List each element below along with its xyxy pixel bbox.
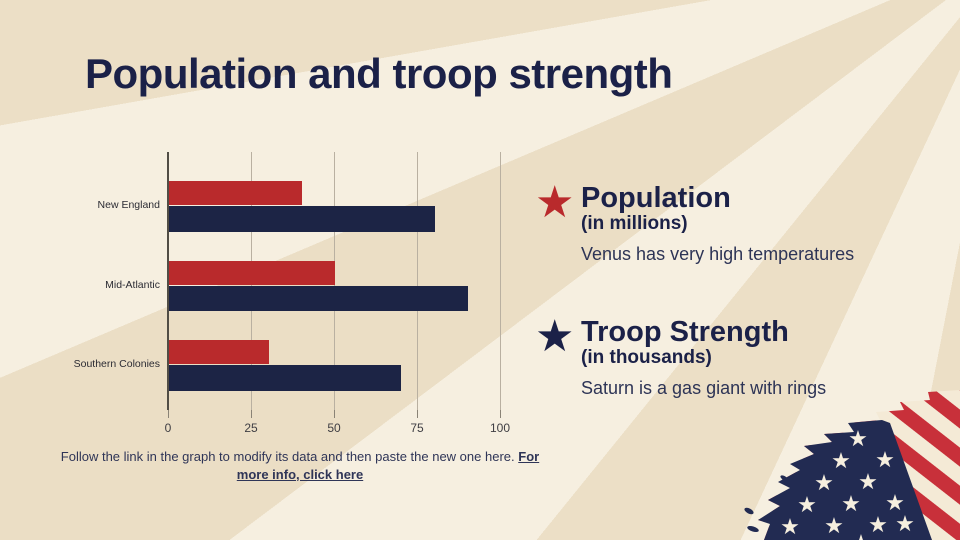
- footer-link[interactable]: For more info, click here: [236, 449, 540, 482]
- legend-unit: (in thousands): [581, 347, 712, 368]
- svg-text:★: ★: [858, 470, 878, 495]
- category-label: New England: [97, 199, 160, 212]
- svg-text:★: ★: [841, 492, 861, 517]
- flag-canton: [758, 420, 932, 540]
- legend-title: Population: [581, 182, 731, 214]
- star-icon: [535, 183, 581, 223]
- axis-tick: [334, 410, 335, 418]
- axis-tick: [417, 410, 418, 418]
- svg-text:★: ★: [824, 514, 844, 539]
- bar-population: [169, 260, 335, 285]
- legend-description: Venus has very high temperatures: [581, 244, 855, 264]
- svg-text:★: ★: [797, 493, 817, 518]
- legend-title: Troop Strength: [581, 316, 789, 348]
- flag-stars: ★ ★ ★ ★ ★ ★ ★ ★ ★ ★ ★ ★ ★: [780, 427, 915, 540]
- svg-text:★: ★: [848, 427, 868, 452]
- legend-unit: (in millions): [581, 213, 688, 234]
- legend-item-troop-strength: Troop Strength (in thousands) Saturn is …: [535, 317, 826, 398]
- axis-tick: [168, 410, 169, 418]
- bar-population: [169, 340, 269, 365]
- y-axis-line: [167, 152, 169, 410]
- axis-tick: [500, 410, 501, 418]
- svg-text:★: ★: [831, 449, 851, 474]
- footer-note: Follow the link in the graph to modify i…: [55, 448, 545, 483]
- axis-tick-label: 0: [164, 421, 172, 435]
- svg-text:★: ★: [780, 515, 800, 540]
- svg-text:★: ★: [875, 448, 895, 473]
- bar-troop-strength: [169, 365, 402, 391]
- us-flag-graphic: ★ ★ ★ ★ ★ ★ ★ ★ ★ ★ ★ ★ ★: [744, 390, 960, 540]
- page-title: Population and troop strength: [85, 50, 673, 97]
- star-icon: [535, 317, 581, 357]
- axis-tick-label: 50: [327, 421, 341, 435]
- bar-troop-strength: [169, 206, 435, 232]
- gridline: [417, 152, 418, 410]
- category-label: Mid-Atlantic: [105, 278, 160, 291]
- category-label: Southern Colonies: [73, 358, 160, 371]
- svg-text:★: ★: [868, 513, 888, 538]
- svg-text:★: ★: [851, 531, 871, 540]
- bar-population: [169, 181, 302, 206]
- svg-text:★: ★: [885, 491, 905, 516]
- bar-troop-strength: [169, 285, 468, 312]
- legend-description: Saturn is a gas giant with rings: [581, 378, 827, 398]
- axis-tick-label: 100: [489, 421, 511, 435]
- footer-text: Follow the link in the graph to modify i…: [60, 449, 515, 464]
- svg-text:★: ★: [814, 471, 834, 496]
- legend-item-population: Population (in millions) Venus has very …: [535, 183, 854, 264]
- gridline: [500, 152, 501, 410]
- bar-chart[interactable]: 0 25 50 75 100 New England Mid-Atlantic Souther…: [74, 152, 510, 435]
- axis-tick-label: 75: [410, 421, 424, 435]
- axis-tick-label: 25: [244, 421, 258, 435]
- svg-text:★: ★: [895, 512, 915, 537]
- axis-tick: [251, 410, 252, 418]
